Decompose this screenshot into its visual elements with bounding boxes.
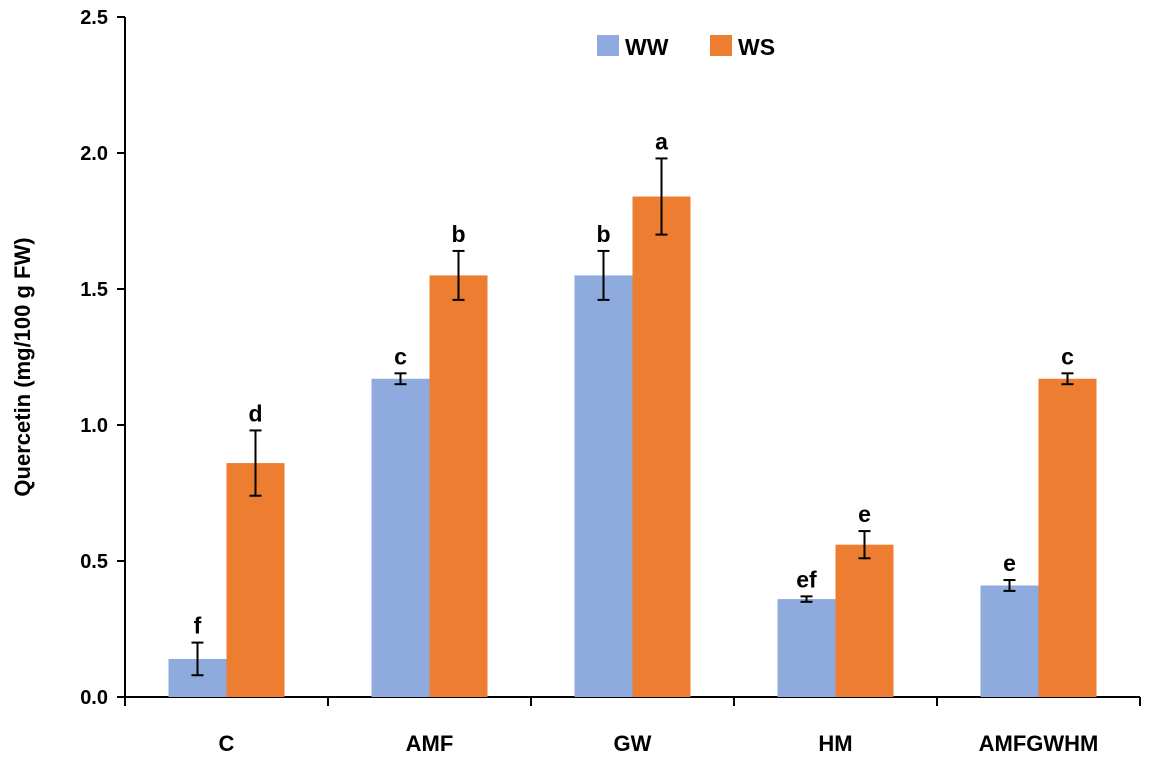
x-category-label: AMFGWHM bbox=[979, 731, 1099, 756]
bar-ws bbox=[835, 544, 894, 697]
bar-ws bbox=[429, 275, 488, 697]
bar-ws bbox=[226, 463, 285, 697]
y-tick-label: 2.0 bbox=[80, 143, 108, 165]
y-axis-title: Quercetin (mg/100 g FW) bbox=[10, 237, 35, 496]
significance-letter: c bbox=[1061, 343, 1074, 369]
plot-area: 0.0 0.5 1.0 1.5 2.0 2.5 Cf d AMF c b GW b a HM ef e AMFGW… bbox=[80, 7, 1141, 756]
bar-ww bbox=[777, 599, 836, 697]
x-category-label: HM bbox=[818, 731, 852, 756]
significance-letter: a bbox=[655, 128, 668, 154]
legend-label-ww: WW bbox=[625, 34, 669, 60]
y-tick-label: 0.0 bbox=[80, 687, 108, 709]
significance-letter: f bbox=[194, 613, 202, 639]
x-category-label: C bbox=[219, 731, 235, 756]
bar-ws bbox=[632, 196, 691, 697]
y-tick-label: 1.0 bbox=[80, 415, 108, 437]
legend-swatch-ws bbox=[710, 35, 732, 56]
significance-letter: d bbox=[248, 400, 262, 426]
bar-ww bbox=[980, 585, 1039, 697]
bar-ws bbox=[1038, 378, 1097, 697]
y-tick-label: 0.5 bbox=[80, 551, 108, 573]
bar-ww bbox=[371, 378, 430, 697]
legend-label-ws: WS bbox=[738, 34, 775, 60]
significance-letter: e bbox=[858, 501, 871, 527]
significance-letter: e bbox=[1003, 550, 1016, 576]
y-tick-label: 2.5 bbox=[80, 7, 108, 29]
y-tick-label: 1.5 bbox=[80, 279, 108, 301]
significance-letter: b bbox=[596, 221, 610, 247]
bar-ww bbox=[574, 275, 633, 697]
x-category-label: GW bbox=[614, 731, 652, 756]
legend-swatch-ww bbox=[597, 35, 619, 56]
significance-letter: c bbox=[394, 343, 407, 369]
significance-letter: ef bbox=[796, 566, 817, 592]
significance-letter: b bbox=[451, 221, 465, 247]
x-category-label: AMF bbox=[406, 731, 454, 756]
legend: WW WS bbox=[597, 34, 775, 60]
